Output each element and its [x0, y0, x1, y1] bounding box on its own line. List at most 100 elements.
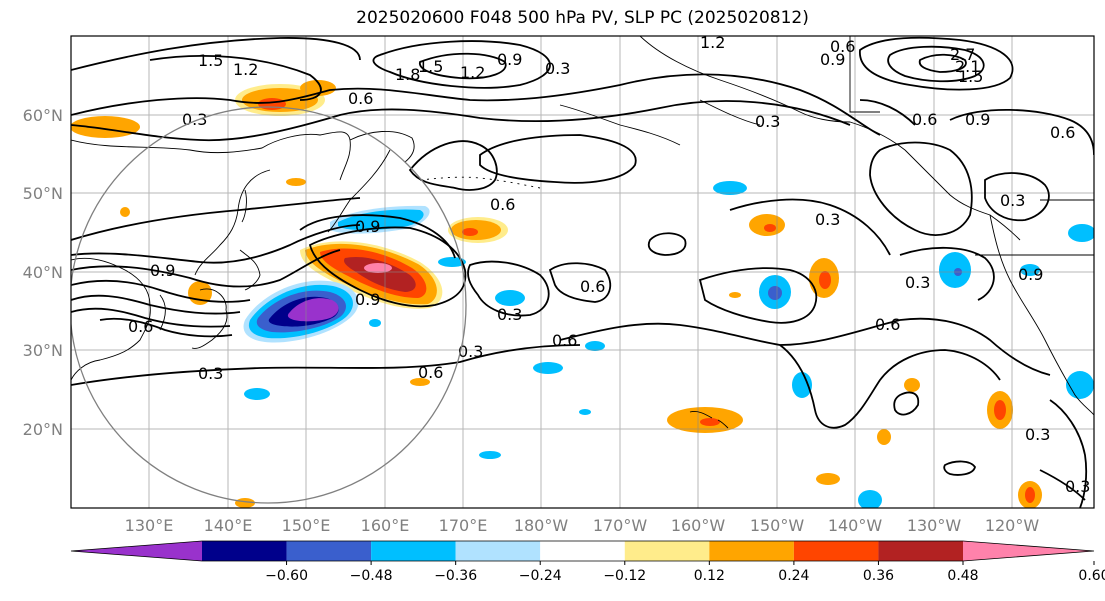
colorbar-segment: [624, 541, 710, 561]
lon-label: 150°E: [282, 516, 331, 535]
contour-label: 0.9: [355, 290, 380, 309]
contour-label: 0.6: [490, 195, 515, 214]
contour-label: 1.2: [700, 33, 725, 52]
contour-label: 0.6: [418, 363, 443, 382]
contour-label: 1.2: [233, 60, 258, 79]
colorbar-segment: [455, 541, 541, 561]
lon-label: 120°W: [985, 516, 1040, 535]
colorbar-tick-label: 0.24: [778, 568, 809, 584]
contour-label: 0.6: [580, 277, 605, 296]
lon-label: 160°E: [361, 516, 410, 535]
contour-label: 0.6: [912, 110, 937, 129]
contour-label: 0.3: [1065, 477, 1090, 496]
contour-label: 2.7: [950, 45, 975, 64]
colorbar-segment: [71, 541, 202, 561]
contour-label: 0.6: [348, 89, 373, 108]
lon-label: 170°E: [439, 516, 488, 535]
contour-label: 0.3: [1000, 191, 1025, 210]
colorbar-segment: [286, 541, 372, 561]
contour-label: 0.9: [820, 50, 845, 69]
shade-blob: [1068, 224, 1094, 242]
shade-blob: [258, 98, 286, 110]
map-title: 2025020600 F048 500 hPa PV, SLP PC (2025…: [356, 8, 809, 28]
colorbar-tick-label: 0.12: [694, 568, 725, 584]
colorbar: −0.60 −0.48 −0.36 −0.24 −0.12 0.12 0.24 0.36 0.4…: [70, 540, 1105, 584]
shade-blob: [877, 429, 891, 445]
shade-blob: [1066, 371, 1094, 399]
coastlines: [71, 36, 1094, 429]
shade-blob: [286, 178, 306, 186]
contour-label: 2.1: [955, 57, 980, 76]
shade-blob: [713, 181, 747, 195]
shade-blob: [1020, 264, 1040, 276]
colorbar-tick-label: 0.60: [1078, 568, 1105, 584]
colorbar-segment: [371, 541, 456, 561]
shade-blob: [244, 388, 270, 400]
contour-label: 0.6: [875, 315, 900, 334]
contour-label: 0.9: [965, 110, 990, 129]
contour-label: 0.6: [1050, 123, 1075, 142]
colorbar-segment: [709, 541, 794, 561]
shade-blob: [994, 400, 1006, 420]
colorbar-segment: [793, 541, 879, 561]
graticule: [71, 36, 1094, 508]
shade-blob: [71, 116, 140, 138]
contour-label: 0.3: [545, 59, 570, 78]
shade-blob: [700, 418, 720, 426]
colorbar-tick-label: −0.12: [603, 568, 646, 584]
shade-blob: [768, 286, 782, 300]
contour-label: 0.6: [128, 317, 153, 336]
shade-blob: [344, 256, 416, 292]
contour-label: 0.9: [150, 261, 175, 280]
contour-label: 0.9: [355, 217, 380, 236]
shade-blob: [495, 290, 525, 306]
colorbar-tick-label: −0.48: [350, 568, 393, 584]
contour-label: 0.3: [198, 364, 223, 383]
lat-label: 40°N: [23, 263, 63, 282]
contour-label: 0.3: [815, 210, 840, 229]
shade-blob: [410, 378, 430, 386]
shade-blob: [287, 298, 339, 322]
lon-label: 160°W: [671, 516, 726, 535]
shade-blob: [300, 80, 336, 96]
contour-label: 0.3: [182, 110, 207, 129]
contour-label: 1.5: [958, 67, 983, 86]
colorbar-segment: [202, 541, 287, 561]
lat-label: 50°N: [23, 184, 63, 203]
lat-label: 20°N: [23, 420, 63, 439]
shade-blob: [533, 362, 563, 374]
contour-label: 1.2: [460, 63, 485, 82]
contour-label: 0.9: [497, 50, 522, 69]
colorbar-segment: [540, 541, 625, 561]
contour-label: 1.8: [395, 65, 420, 84]
shade-blob: [729, 292, 741, 298]
lon-label: 130°W: [907, 516, 962, 535]
shade-blob: [819, 271, 831, 289]
shade-blob: [120, 207, 130, 217]
colorbar-tick-label: 0.48: [947, 568, 978, 584]
shade-blob: [462, 228, 478, 236]
shade-blob: [792, 372, 812, 398]
colorbar-outline: [70, 540, 1095, 562]
contour-label: 0.3: [905, 273, 930, 292]
colorbar-tick-label: −0.36: [434, 568, 477, 584]
contour-label-layer: 1.5 1.2 1.8 1.5 1.2 0.9 0.3 1.2 0.6 0.9 …: [128, 33, 1090, 496]
lon-label: 180°W: [514, 516, 569, 535]
shade-blob: [369, 319, 381, 327]
shade-blob: [904, 378, 920, 392]
colorbar-segment: [963, 541, 1094, 561]
shade-blob: [438, 257, 466, 267]
shade-blob: [764, 224, 776, 232]
slp-contours: [71, 36, 1094, 508]
contour-label: 1.5: [198, 51, 223, 70]
contour-label: 0.6: [830, 37, 855, 56]
contour-label: 1.5: [418, 57, 443, 76]
lon-label: 130°E: [125, 516, 174, 535]
map-frame: [70, 35, 1095, 509]
shade-blob: [1025, 487, 1035, 503]
colorbar-tick-label: 0.36: [863, 568, 894, 584]
contour-label: 0.3: [1025, 425, 1050, 444]
lon-label: 150°W: [750, 516, 805, 535]
lon-label: 170°W: [593, 516, 648, 535]
